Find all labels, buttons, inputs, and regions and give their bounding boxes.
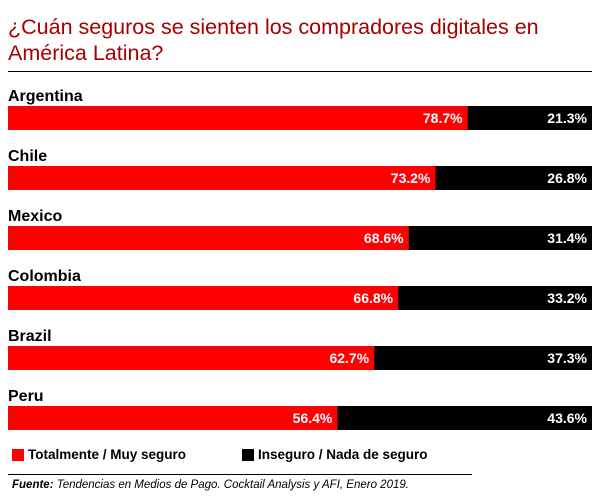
bar-chile-secure: [8, 166, 436, 190]
source-label: Fuente:: [12, 479, 54, 491]
legend-label-secure: Totalmente / Muy seguro: [28, 447, 187, 462]
value-label-colombia-insecure: 33.2%: [547, 290, 587, 306]
title-divider: [8, 71, 592, 72]
value-label-brazil-insecure: 37.3%: [547, 350, 587, 366]
bar-argentina-secure: [8, 106, 468, 130]
value-label-colombia-secure: 66.8%: [353, 290, 393, 306]
category-label-colombia: Colombia: [8, 268, 81, 285]
source-note: Fuente: Tendencias en Medios de Pago. Co…: [12, 479, 409, 491]
bar-brazil-insecure: [374, 346, 592, 370]
category-label-peru: Peru: [8, 388, 44, 405]
value-label-argentina-insecure: 21.3%: [547, 110, 587, 126]
bar-colombia-insecure: [398, 286, 592, 310]
category-label-argentina: Argentina: [8, 88, 83, 105]
stacked-bar-chart: Argentina 78.7% 21.3% Chile 73.2% 26.8% Mexico…: [8, 88, 592, 430]
legend-swatch-insecure: [242, 448, 254, 461]
legend-item-secure: Totalmente / Muy seguro: [12, 447, 186, 462]
category-label-chile: Chile: [8, 148, 47, 165]
bar-chile-insecure: [435, 166, 592, 190]
value-label-chile-insecure: 26.8%: [547, 170, 587, 186]
legend-swatch-secure: [12, 448, 24, 461]
bar-peru-secure: [8, 406, 338, 430]
source-divider: [8, 474, 472, 475]
value-label-argentina-secure: 78.7%: [423, 110, 463, 126]
value-label-peru-insecure: 43.6%: [547, 410, 587, 426]
bar-peru-insecure: [337, 406, 592, 430]
value-label-chile-secure: 73.2%: [391, 170, 431, 186]
chart-title: ¿Cuán seguros se sienten los compradores…: [8, 15, 539, 65]
value-label-brazil-secure: 62.7%: [329, 350, 369, 366]
legend-item-insecure: Inseguro / Nada de seguro: [242, 447, 428, 462]
legend: Totalmente / Muy seguro Inseguro / Nada …: [0, 447, 600, 465]
legend-label-insecure: Inseguro / Nada de seguro: [258, 447, 428, 462]
value-label-peru-secure: 56.4%: [293, 410, 333, 426]
source-text: Tendencias en Medios de Pago. Cocktail A…: [53, 479, 409, 491]
value-label-mexico-secure: 68.6%: [364, 230, 404, 246]
bar-mexico-secure: [8, 226, 409, 250]
category-label-brazil: Brazil: [8, 328, 52, 345]
bar-colombia-secure: [8, 286, 399, 310]
bar-brazil-secure: [8, 346, 375, 370]
category-label-mexico: Mexico: [8, 208, 62, 225]
value-label-mexico-insecure: 31.4%: [547, 230, 587, 246]
bar-mexico-insecure: [408, 226, 592, 250]
bar-argentina-insecure: [467, 106, 592, 130]
